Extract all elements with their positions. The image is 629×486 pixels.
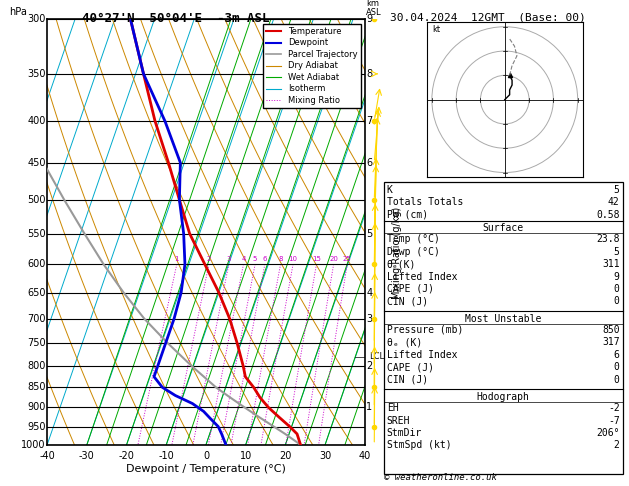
Text: 700: 700 bbox=[27, 313, 45, 324]
Text: Lifted Index: Lifted Index bbox=[387, 272, 457, 281]
Text: 40°27'N  50°04'E  -3m ASL: 40°27'N 50°04'E -3m ASL bbox=[82, 12, 270, 25]
Text: 30.04.2024  12GMT  (Base: 00): 30.04.2024 12GMT (Base: 00) bbox=[389, 12, 586, 22]
Text: 550: 550 bbox=[27, 228, 45, 239]
Text: LCL: LCL bbox=[369, 352, 384, 362]
Text: 500: 500 bbox=[27, 195, 45, 205]
Text: 30: 30 bbox=[319, 451, 331, 461]
Text: 650: 650 bbox=[27, 288, 45, 297]
Text: 40: 40 bbox=[359, 451, 371, 461]
Text: kt: kt bbox=[432, 25, 440, 34]
Text: 15: 15 bbox=[312, 256, 321, 262]
Text: -40: -40 bbox=[39, 451, 55, 461]
Text: 23.8: 23.8 bbox=[596, 234, 620, 244]
Text: 1000: 1000 bbox=[21, 440, 45, 450]
Text: Mixing Ratio (g/kg): Mixing Ratio (g/kg) bbox=[392, 207, 401, 299]
Text: 950: 950 bbox=[27, 421, 45, 432]
Text: 9: 9 bbox=[367, 15, 372, 24]
Text: Dewp (°C): Dewp (°C) bbox=[387, 247, 440, 257]
Text: Dewpoint / Temperature (°C): Dewpoint / Temperature (°C) bbox=[126, 464, 286, 474]
Text: StmDir: StmDir bbox=[387, 428, 422, 438]
Text: 4: 4 bbox=[242, 256, 246, 262]
Text: 311: 311 bbox=[602, 259, 620, 269]
Text: Most Unstable: Most Unstable bbox=[465, 314, 542, 324]
Text: 10: 10 bbox=[240, 451, 252, 461]
Text: 1: 1 bbox=[174, 256, 179, 262]
Text: -10: -10 bbox=[159, 451, 174, 461]
Text: -7: -7 bbox=[608, 416, 620, 426]
Text: 6: 6 bbox=[614, 350, 620, 360]
Text: θₑ(K): θₑ(K) bbox=[387, 259, 416, 269]
Text: 5: 5 bbox=[614, 185, 620, 195]
Text: 600: 600 bbox=[27, 259, 45, 269]
Text: 206°: 206° bbox=[596, 428, 620, 438]
Text: 317: 317 bbox=[602, 337, 620, 347]
Text: K: K bbox=[387, 185, 392, 195]
Text: 8: 8 bbox=[278, 256, 283, 262]
Text: 2: 2 bbox=[367, 361, 372, 371]
Text: Lifted Index: Lifted Index bbox=[387, 350, 457, 360]
Text: 1: 1 bbox=[367, 402, 372, 413]
Text: 900: 900 bbox=[27, 402, 45, 413]
Text: -30: -30 bbox=[79, 451, 95, 461]
Text: 0: 0 bbox=[614, 296, 620, 306]
Text: 450: 450 bbox=[27, 157, 45, 168]
Text: 3: 3 bbox=[367, 313, 372, 324]
Text: StmSpd (kt): StmSpd (kt) bbox=[387, 440, 452, 451]
Text: 5: 5 bbox=[367, 228, 372, 239]
Text: Surface: Surface bbox=[482, 223, 524, 233]
Text: -2: -2 bbox=[608, 403, 620, 413]
Text: 0: 0 bbox=[614, 375, 620, 384]
Text: 350: 350 bbox=[27, 69, 45, 79]
Text: 750: 750 bbox=[27, 338, 45, 348]
Text: 20: 20 bbox=[279, 451, 292, 461]
Text: SREH: SREH bbox=[387, 416, 410, 426]
Text: 0: 0 bbox=[203, 451, 209, 461]
Text: 42: 42 bbox=[608, 197, 620, 207]
Text: Totals Totals: Totals Totals bbox=[387, 197, 463, 207]
Text: Pressure (mb): Pressure (mb) bbox=[387, 325, 463, 335]
Text: 9: 9 bbox=[614, 272, 620, 281]
Text: θₑ (K): θₑ (K) bbox=[387, 337, 422, 347]
Text: 850: 850 bbox=[27, 382, 45, 392]
Text: 20: 20 bbox=[329, 256, 338, 262]
Text: 6: 6 bbox=[367, 157, 372, 168]
Text: 8: 8 bbox=[367, 69, 372, 79]
Text: 800: 800 bbox=[27, 361, 45, 371]
Text: 0.58: 0.58 bbox=[596, 209, 620, 220]
Text: PW (cm): PW (cm) bbox=[387, 209, 428, 220]
Text: CIN (J): CIN (J) bbox=[387, 296, 428, 306]
Text: 7: 7 bbox=[367, 116, 372, 126]
Text: 6: 6 bbox=[262, 256, 267, 262]
Text: hPa: hPa bbox=[9, 7, 26, 17]
Text: 400: 400 bbox=[27, 116, 45, 126]
Text: 5: 5 bbox=[614, 247, 620, 257]
Text: 4: 4 bbox=[367, 288, 372, 297]
Text: 5: 5 bbox=[253, 256, 257, 262]
Text: 300: 300 bbox=[27, 15, 45, 24]
Text: 10: 10 bbox=[289, 256, 298, 262]
Text: 25: 25 bbox=[343, 256, 352, 262]
Text: 2: 2 bbox=[614, 440, 620, 451]
Text: 0: 0 bbox=[614, 284, 620, 294]
Text: EH: EH bbox=[387, 403, 399, 413]
Text: 3: 3 bbox=[226, 256, 231, 262]
Text: CIN (J): CIN (J) bbox=[387, 375, 428, 384]
Text: CAPE (J): CAPE (J) bbox=[387, 362, 434, 372]
Text: 0: 0 bbox=[614, 362, 620, 372]
Text: CAPE (J): CAPE (J) bbox=[387, 284, 434, 294]
Text: km
ASL: km ASL bbox=[367, 0, 382, 17]
Legend: Temperature, Dewpoint, Parcel Trajectory, Dry Adiabat, Wet Adiabat, Isotherm, Mi: Temperature, Dewpoint, Parcel Trajectory… bbox=[263, 24, 360, 108]
Text: Hodograph: Hodograph bbox=[477, 392, 530, 402]
Text: 850: 850 bbox=[602, 325, 620, 335]
Text: -20: -20 bbox=[119, 451, 135, 461]
Text: © weatheronline.co.uk: © weatheronline.co.uk bbox=[384, 473, 496, 482]
Text: 2: 2 bbox=[207, 256, 211, 262]
Text: Temp (°C): Temp (°C) bbox=[387, 234, 440, 244]
